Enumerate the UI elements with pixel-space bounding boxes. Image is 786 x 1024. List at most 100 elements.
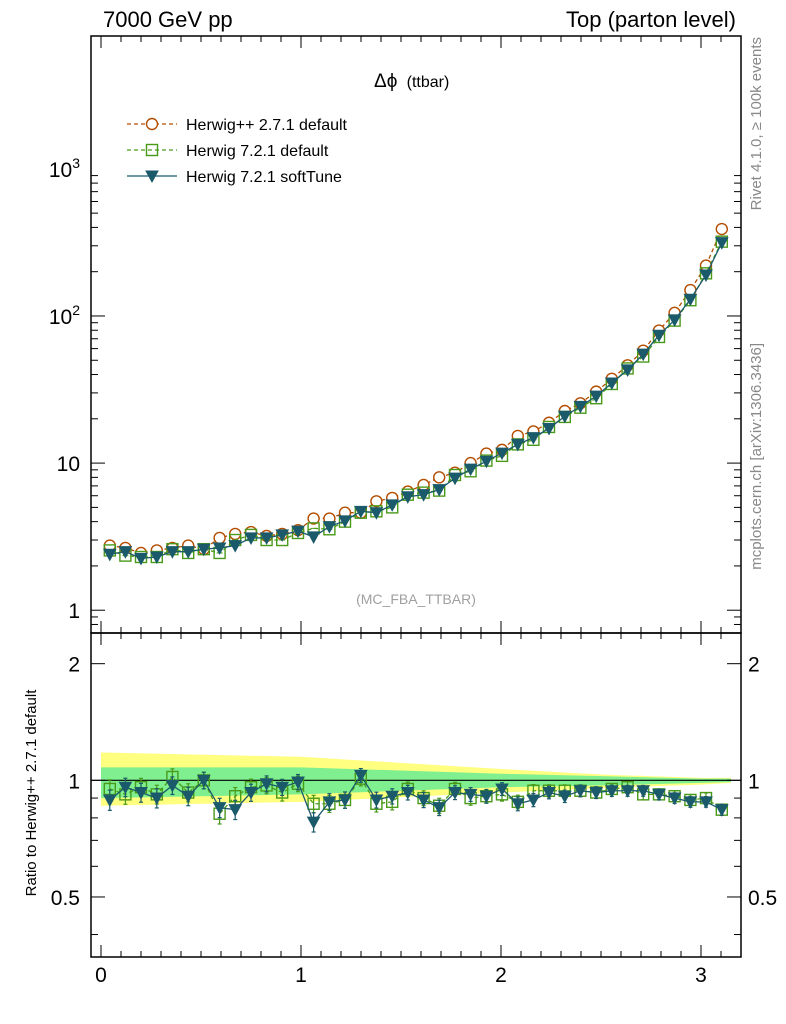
header-right: Top (parton level) <box>566 7 736 32</box>
data-point <box>322 521 337 534</box>
ratio-panel <box>102 767 729 833</box>
ratio-frame <box>90 632 742 958</box>
legend-entry: Herwig 7.2.1 default <box>127 143 329 160</box>
y-tick-label: 103 <box>49 155 80 182</box>
ratio-point <box>244 787 258 800</box>
data-point <box>715 222 728 236</box>
ratio-tick-label-right: 0.5 <box>748 887 777 910</box>
ratio-point <box>306 816 321 830</box>
data-point <box>353 505 368 519</box>
ratio-y-axis-label: Ratio to Herwig++ 2.7.1 default <box>23 689 40 897</box>
ratio-tick-label-left: 1 <box>68 770 80 793</box>
ratio-point <box>683 796 698 809</box>
data-point <box>400 491 415 504</box>
data-point <box>134 552 148 566</box>
series-triangle <box>102 237 729 566</box>
data-point <box>604 377 619 391</box>
data-point <box>149 551 164 565</box>
ratio-point <box>667 792 682 806</box>
ratio-point <box>604 785 619 798</box>
ratio-point <box>416 794 431 807</box>
data-point <box>699 259 713 272</box>
y-tick-label: 1 <box>68 600 80 623</box>
ratio-point <box>181 790 196 804</box>
ratio-tick-label-right: 1 <box>748 770 760 793</box>
ratio-point <box>134 787 148 800</box>
legend-label: Herwig++ 2.7.1 default <box>186 117 348 134</box>
ratio-point <box>620 785 635 798</box>
data-point <box>714 237 729 250</box>
legend-marker <box>145 143 159 157</box>
ratio-point <box>510 798 525 811</box>
ratio-uncertainty-bands <box>91 752 741 806</box>
plot-title-symbol: Δϕ <box>374 71 397 92</box>
data-point <box>338 515 352 528</box>
data-point <box>652 329 666 343</box>
data-point <box>479 455 494 469</box>
data-point <box>526 432 541 445</box>
y-tick-label: 102 <box>49 302 80 329</box>
data-point <box>432 484 447 497</box>
data-point <box>118 546 133 559</box>
data-point <box>573 400 588 414</box>
ratio-point <box>495 783 509 797</box>
data-point <box>542 422 556 436</box>
ratio-point <box>542 787 556 800</box>
main-panel <box>102 222 729 566</box>
legend-entry: Herwig++ 2.7.1 default <box>127 117 348 134</box>
data-point <box>306 531 321 544</box>
x-tick-label: 2 <box>495 964 507 987</box>
ratio-point <box>526 794 541 807</box>
series-line <box>109 228 723 554</box>
ratio-point <box>196 774 211 788</box>
ratio-tick-label-left: 2 <box>68 654 80 677</box>
legend-marker <box>145 170 159 184</box>
data-point <box>557 410 572 424</box>
y-tick-label: 10 <box>57 453 80 476</box>
series-line <box>109 242 723 560</box>
data-point <box>307 512 320 525</box>
ratio-point <box>338 794 352 807</box>
data-point <box>667 314 682 327</box>
ratio-point <box>557 790 572 804</box>
ratio-point <box>714 804 729 817</box>
legend-marker <box>145 117 159 131</box>
header-left: 7000 GeV pp <box>103 7 233 32</box>
ratio-point <box>353 769 368 783</box>
data-point <box>259 532 274 545</box>
ratio-tick-label-right: 2 <box>748 654 760 677</box>
data-point <box>433 471 446 484</box>
data-point <box>370 495 383 508</box>
data-point <box>369 507 384 520</box>
ratio-point <box>165 779 180 793</box>
ratio-point <box>307 797 320 810</box>
ratio-point <box>102 794 117 807</box>
series-line <box>109 241 723 558</box>
ratio-point <box>463 788 478 802</box>
plot-title: Δϕ (ttbar) <box>374 71 449 92</box>
ratio-point <box>259 778 274 791</box>
ratio-line <box>109 774 723 824</box>
legend-label: Herwig 7.2.1 default <box>186 143 329 160</box>
data-point <box>510 438 525 452</box>
ratio-point <box>652 788 666 802</box>
data-point <box>416 489 431 502</box>
ratio-point <box>228 804 243 817</box>
analysis-label: (MC_FBA_TTBAR) <box>356 591 476 607</box>
data-point <box>495 447 509 461</box>
x-tick-label: 1 <box>295 964 307 987</box>
ratio-point <box>589 787 604 800</box>
ratio-point <box>149 792 164 806</box>
rivet-label: Rivet 4.1.0, ≥ 100k events <box>748 37 765 210</box>
ratio-series-triangle <box>102 767 729 833</box>
ratio-point <box>432 802 447 815</box>
ratio-point <box>385 790 400 804</box>
data-point <box>417 478 430 492</box>
legend-label: Herwig 7.2.1 softTune <box>186 169 342 186</box>
ratio-band-green <box>101 767 731 799</box>
data-point <box>683 293 698 307</box>
data-point <box>212 542 227 555</box>
ratio-point <box>291 776 305 790</box>
ratio-point <box>275 781 290 795</box>
ratio-point <box>573 785 588 798</box>
